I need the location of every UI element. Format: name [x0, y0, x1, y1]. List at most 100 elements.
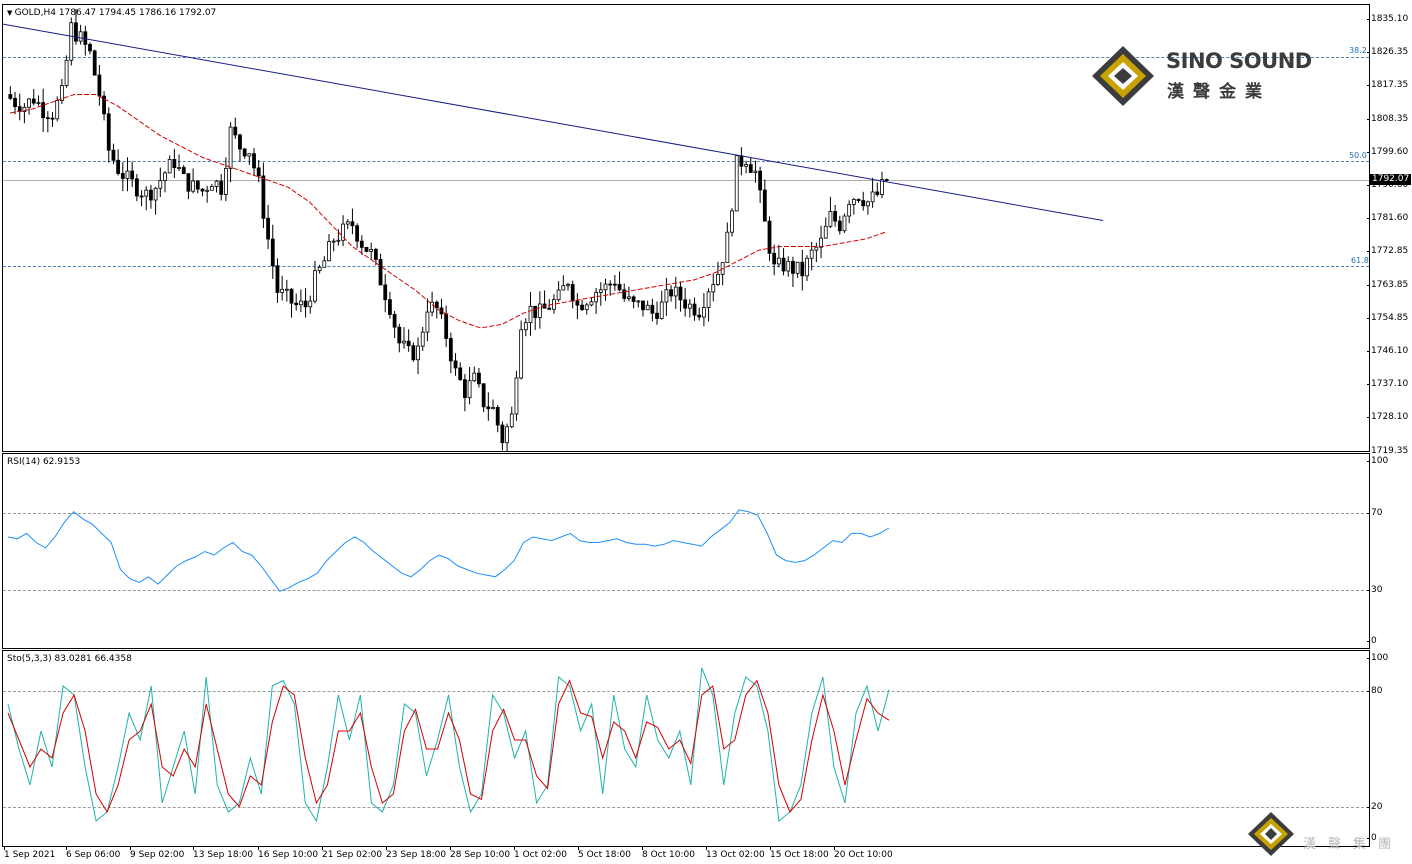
candle-body: [430, 301, 434, 313]
stochastic-plot: [7, 667, 890, 823]
candle-body: [547, 307, 552, 310]
fib-38-label: 38.2: [1349, 46, 1367, 55]
candle-body: [134, 178, 139, 197]
candle-body: [669, 289, 673, 297]
axis-tick-label: 1772.85: [1366, 246, 1409, 257]
candle-body: [261, 175, 266, 219]
candle-body: [880, 179, 884, 195]
candle-body: [270, 238, 275, 267]
candle-body: [762, 189, 767, 222]
axis-tick-label: 20: [1366, 802, 1383, 812]
candle-body: [214, 180, 219, 187]
watermark: 漢聲集團: [1247, 811, 1412, 859]
candle-body: [711, 284, 716, 293]
candle-body: [472, 372, 477, 382]
stochastic-main-line: [7, 667, 890, 823]
price-chart-pane[interactable]: ▼ GOLD,H4 1786.47 1794.45 1786.16 1792.0…: [2, 4, 1370, 452]
logo-chinese: 漢聲金業: [1167, 82, 1271, 102]
candle-body: [397, 326, 402, 344]
candle-body: [645, 304, 650, 311]
candle-body: [453, 360, 458, 369]
candle-body: [828, 211, 833, 227]
candle-body: [477, 372, 481, 385]
candle-body: [177, 167, 181, 169]
candle-body: [434, 301, 439, 309]
candle-body: [341, 223, 345, 241]
stochastic-axis: 100 80 20 0: [1366, 650, 1412, 845]
time-axis-label: 1 Sep 2021: [4, 847, 56, 860]
candle-body: [280, 288, 285, 293]
candle-body: [163, 172, 167, 181]
candle-body: [776, 257, 781, 265]
axis-tick-label: 1826.35: [1366, 47, 1409, 58]
time-axis-label: 1 Oct 02:00: [514, 847, 567, 860]
candle-body: [298, 300, 303, 306]
candle-body: [8, 94, 13, 99]
candle-body: [758, 170, 763, 191]
axis-tick-label: 1763.85: [1366, 279, 1409, 290]
time-axis-label: 9 Sep 02:00: [130, 847, 185, 860]
stochastic-pane[interactable]: Sto(5,3,3) 83.0281 66.4358 漢聲集團: [2, 650, 1391, 856]
candle-body: [575, 300, 580, 306]
candle-body: [31, 98, 36, 104]
candle-body: [692, 303, 697, 316]
candle-body: [378, 259, 383, 286]
candle-body: [833, 211, 838, 222]
fib-50-line: [3, 161, 1369, 162]
axis-tick-label: 0: [1367, 833, 1377, 843]
candle-body: [74, 22, 78, 42]
time-axis-label: 21 Sep 02:00: [322, 847, 383, 860]
candle-body: [856, 198, 861, 201]
candle-body: [289, 288, 294, 304]
time-axis-label: 20 Oct 10:00: [834, 847, 893, 860]
candle-body: [580, 304, 584, 311]
candle-body: [373, 248, 378, 260]
candle-body: [608, 283, 613, 286]
candle-body: [219, 180, 224, 195]
price-axis[interactable]: 1835.10 1826.35 1817.35 1808.35 1799.60 1790.…: [1366, 4, 1412, 456]
moving-average-line: [9, 94, 888, 329]
time-axis-label: 16 Sep 10:00: [258, 847, 319, 860]
axis-tick-label: 80: [1366, 686, 1383, 696]
candle-body: [584, 304, 589, 311]
candle-body: [748, 164, 753, 173]
time-axis-label: 5 Oct 18:00: [578, 847, 631, 860]
candle-body: [627, 296, 631, 299]
candle-body: [167, 159, 172, 174]
candle-body: [612, 283, 617, 286]
fib-61-line: [3, 266, 1369, 267]
candle-body: [570, 284, 575, 302]
candle-body: [528, 305, 533, 324]
axis-tick-label: 1754.85: [1366, 312, 1409, 323]
time-axis[interactable]: 1 Sep 2021 6 Sep 06:00 9 Sep 02:00 13 Sep 1…: [0, 847, 1412, 864]
candle-body: [186, 173, 191, 192]
candle-body: [486, 406, 491, 410]
candle-body: [411, 345, 416, 361]
candle-body: [519, 329, 524, 379]
collapse-triangle-icon[interactable]: ▼: [7, 9, 15, 17]
candle-body: [463, 379, 467, 399]
candle-body: [847, 204, 852, 217]
candle-body: [664, 289, 669, 303]
candle-body: [566, 284, 570, 287]
axis-tick-label: 1817.35: [1366, 80, 1409, 91]
time-axis-label: 6 Sep 06:00: [66, 847, 121, 860]
candle-body: [603, 283, 608, 291]
axis-tick-label: 1737.10: [1366, 379, 1409, 390]
rsi-plot: [7, 509, 890, 592]
candle-body: [350, 221, 355, 227]
candle-body: [144, 189, 149, 197]
price-plot: [2, 8, 1104, 452]
candle-body: [537, 303, 542, 318]
candle-body: [294, 302, 299, 306]
candle-body: [809, 249, 814, 259]
time-axis-label: 8 Oct 10:00: [642, 847, 695, 860]
candle-body: [406, 340, 411, 347]
candle-body: [730, 210, 734, 233]
candle-body: [327, 241, 331, 262]
candle-body: [252, 153, 256, 169]
candle-body: [786, 260, 791, 272]
candle-body: [116, 159, 121, 174]
rsi-pane[interactable]: RSI(14) 62.9153: [2, 453, 1370, 649]
candle-body: [102, 95, 106, 115]
